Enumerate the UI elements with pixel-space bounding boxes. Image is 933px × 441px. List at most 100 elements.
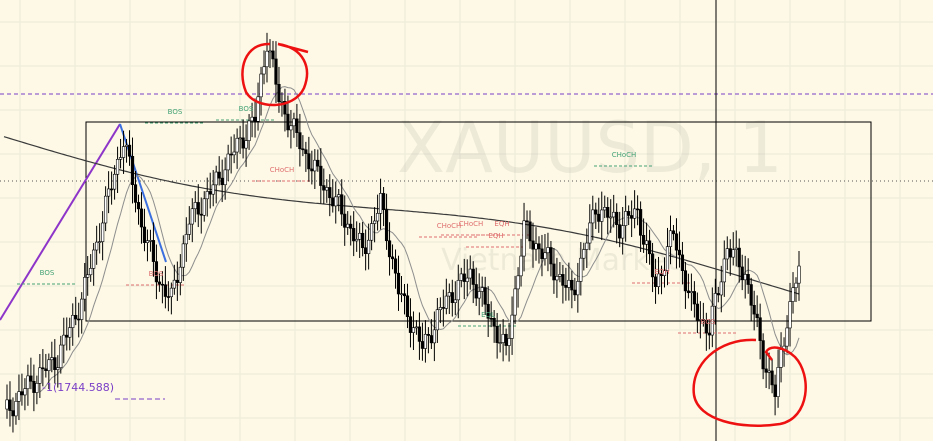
candle-body[interactable] [80, 298, 84, 320]
candle-body[interactable] [331, 197, 335, 207]
candle-body[interactable] [662, 270, 667, 276]
candle-body[interactable] [656, 273, 661, 287]
candle-body[interactable] [175, 279, 179, 283]
candle-body[interactable] [564, 285, 568, 288]
candle-body[interactable] [253, 116, 257, 122]
candle-body[interactable] [41, 367, 45, 370]
candle-body[interactable] [725, 248, 729, 260]
candle-body[interactable] [367, 239, 371, 254]
candle-body[interactable] [713, 293, 717, 307]
candle-body[interactable] [38, 367, 42, 384]
candle-body[interactable] [8, 399, 12, 411]
candle-body[interactable] [644, 240, 649, 245]
candle-body[interactable] [429, 335, 433, 344]
candle-body[interactable] [609, 216, 613, 219]
candle-body[interactable] [101, 222, 105, 242]
candle-body[interactable] [196, 202, 200, 215]
candle-body[interactable] [289, 125, 293, 131]
candle-body[interactable] [148, 240, 153, 242]
candle-body[interactable] [689, 291, 694, 294]
candle-body[interactable] [112, 173, 117, 190]
candle-body[interactable] [420, 341, 425, 349]
candle-body[interactable] [698, 319, 702, 321]
candle-body[interactable] [417, 326, 422, 342]
candle-body[interactable] [627, 211, 631, 216]
candle-body[interactable] [695, 303, 699, 321]
candle-body[interactable] [641, 235, 646, 245]
candle-body[interactable] [23, 388, 27, 396]
candle-body[interactable] [343, 213, 347, 228]
candle-body[interactable] [381, 193, 386, 210]
candle-body[interactable] [172, 279, 176, 289]
candle-body[interactable] [50, 357, 54, 361]
candle-body[interactable] [95, 241, 99, 251]
candle-body[interactable] [136, 202, 141, 210]
candle-body[interactable] [773, 384, 777, 397]
candle-body[interactable] [280, 101, 284, 103]
candle-body[interactable] [462, 273, 466, 282]
candle-body[interactable] [606, 207, 610, 218]
candle-body[interactable] [785, 327, 789, 347]
candle-body[interactable] [513, 288, 517, 316]
candle-body[interactable] [56, 367, 60, 370]
candle-body[interactable] [77, 318, 81, 321]
candle-body[interactable] [621, 225, 625, 239]
candle-body[interactable] [17, 391, 21, 402]
candle-body[interactable] [552, 263, 556, 281]
candle-body[interactable] [274, 58, 278, 85]
candle-body[interactable] [710, 305, 714, 336]
candle-body[interactable] [776, 367, 780, 397]
candle-body[interactable] [495, 325, 499, 343]
candle-body[interactable] [169, 287, 173, 298]
candle-body[interactable] [653, 276, 658, 287]
candle-body[interactable] [483, 287, 487, 305]
candle-body[interactable] [576, 281, 580, 296]
candle-body[interactable] [358, 232, 362, 240]
candle-body[interactable] [373, 220, 377, 224]
candle-body[interactable] [779, 349, 783, 368]
candle-body[interactable] [265, 50, 269, 68]
candle-body[interactable] [668, 230, 673, 247]
candle-body[interactable] [59, 344, 63, 368]
candle-body[interactable] [121, 146, 126, 158]
candle-body[interactable] [555, 276, 559, 281]
candle-body[interactable] [501, 333, 505, 343]
candle-body[interactable] [98, 241, 102, 243]
candle-body[interactable] [468, 268, 472, 279]
candle-body[interactable] [540, 248, 544, 259]
candle-body[interactable] [767, 370, 771, 373]
candle-body[interactable] [89, 268, 93, 276]
candle-body[interactable] [86, 274, 90, 278]
candle-body[interactable] [35, 383, 39, 393]
candle-body[interactable] [570, 279, 574, 291]
candle-body[interactable] [205, 191, 209, 200]
candle-body[interactable] [567, 279, 571, 288]
candle-body[interactable] [411, 327, 416, 333]
candle-body[interactable] [716, 293, 720, 296]
candle-body[interactable] [770, 370, 774, 386]
candle-body[interactable] [630, 215, 634, 219]
candle-body[interactable] [145, 240, 150, 243]
candle-body[interactable] [364, 247, 368, 254]
candle-body[interactable] [355, 238, 359, 242]
candle-body[interactable] [680, 254, 685, 271]
candle-body[interactable] [301, 148, 305, 151]
candle-body[interactable] [746, 274, 750, 285]
candle-body[interactable] [531, 240, 535, 250]
candle-body[interactable] [187, 223, 191, 235]
candle-body[interactable] [166, 296, 170, 298]
candle-body[interactable] [543, 252, 547, 259]
candle-body[interactable] [62, 334, 66, 346]
candle-body[interactable] [154, 261, 159, 283]
candle-body[interactable] [29, 375, 33, 382]
candle-body[interactable] [624, 211, 628, 226]
candle-body[interactable] [579, 257, 583, 282]
candle-body[interactable] [378, 193, 383, 214]
candle-body[interactable] [5, 399, 9, 410]
candle-body[interactable] [438, 307, 442, 311]
candle-body[interactable] [650, 253, 655, 278]
candle-body[interactable] [241, 137, 245, 149]
candle-body[interactable] [71, 314, 75, 328]
candle-body[interactable] [130, 155, 135, 186]
candle-body[interactable] [104, 195, 108, 224]
